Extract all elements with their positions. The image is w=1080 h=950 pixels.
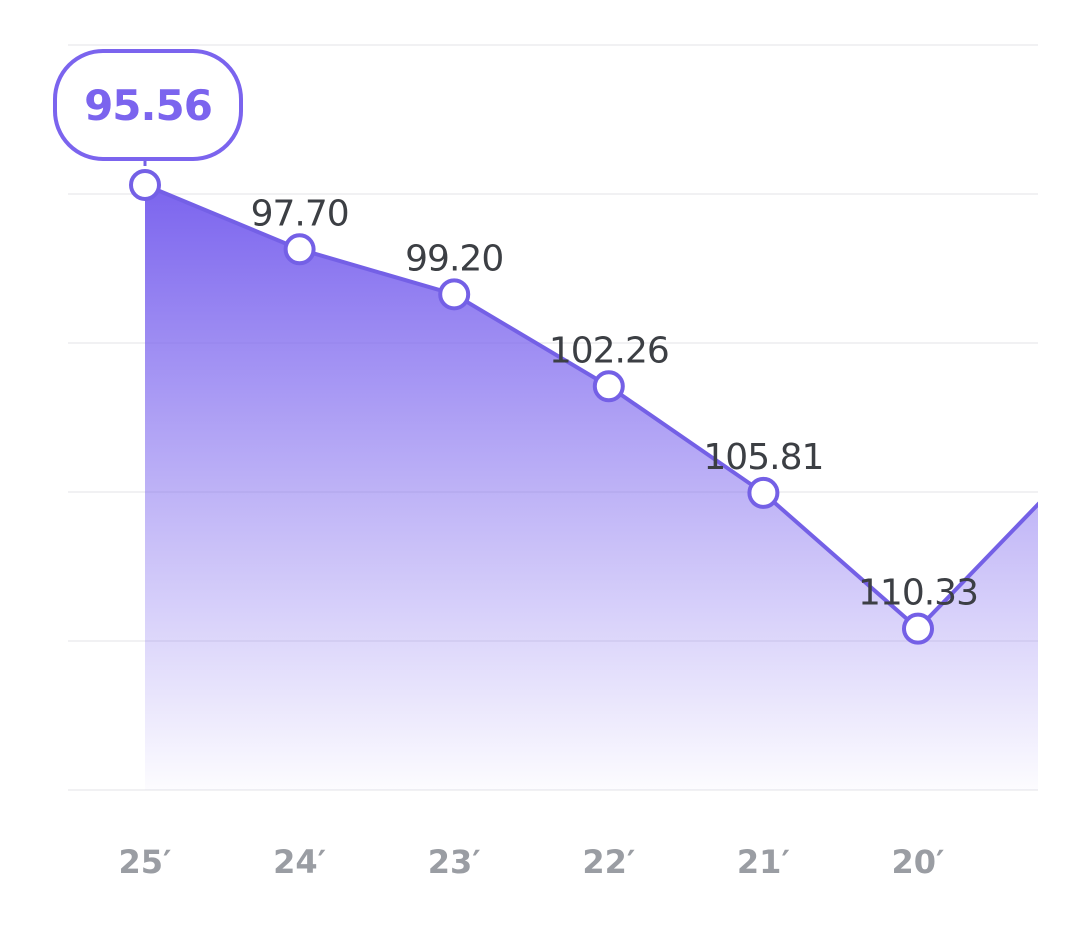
highlight-callout: 95.56 — [53, 49, 243, 170]
data-label: 102.26 — [549, 330, 669, 371]
data-label: 105.81 — [703, 437, 823, 478]
data-label: 10 — [1047, 413, 1080, 454]
data-label: 110.33 — [858, 573, 978, 614]
data-point[interactable] — [592, 370, 625, 403]
plot-area: 97.70 99.20 102.26 105.81 110.33 10 — [129, 168, 1080, 790]
x-tick-label: 22′ — [582, 843, 635, 881]
x-tick-label: 21′ — [737, 843, 790, 881]
data-point[interactable] — [1059, 455, 1080, 483]
data-point[interactable] — [747, 476, 780, 509]
data-label: 97.70 — [251, 193, 349, 234]
data-point[interactable] — [129, 168, 161, 201]
data-point[interactable] — [283, 233, 316, 266]
x-tick-label: 25′ — [119, 843, 172, 881]
x-tick-label: 24′ — [273, 843, 326, 881]
data-point[interactable] — [438, 278, 471, 311]
x-axis-labels: 25′ 24′ 23′ 22′ 21′ 20′ — [119, 843, 945, 881]
callout-box — [53, 49, 243, 161]
x-tick-label: 23′ — [428, 843, 481, 881]
data-label: 99.20 — [405, 238, 503, 279]
area-fill — [145, 184, 1038, 790]
data-point[interactable] — [902, 612, 934, 645]
callout-value: 95.56 — [84, 81, 212, 130]
x-tick-label: 20′ — [892, 843, 945, 881]
